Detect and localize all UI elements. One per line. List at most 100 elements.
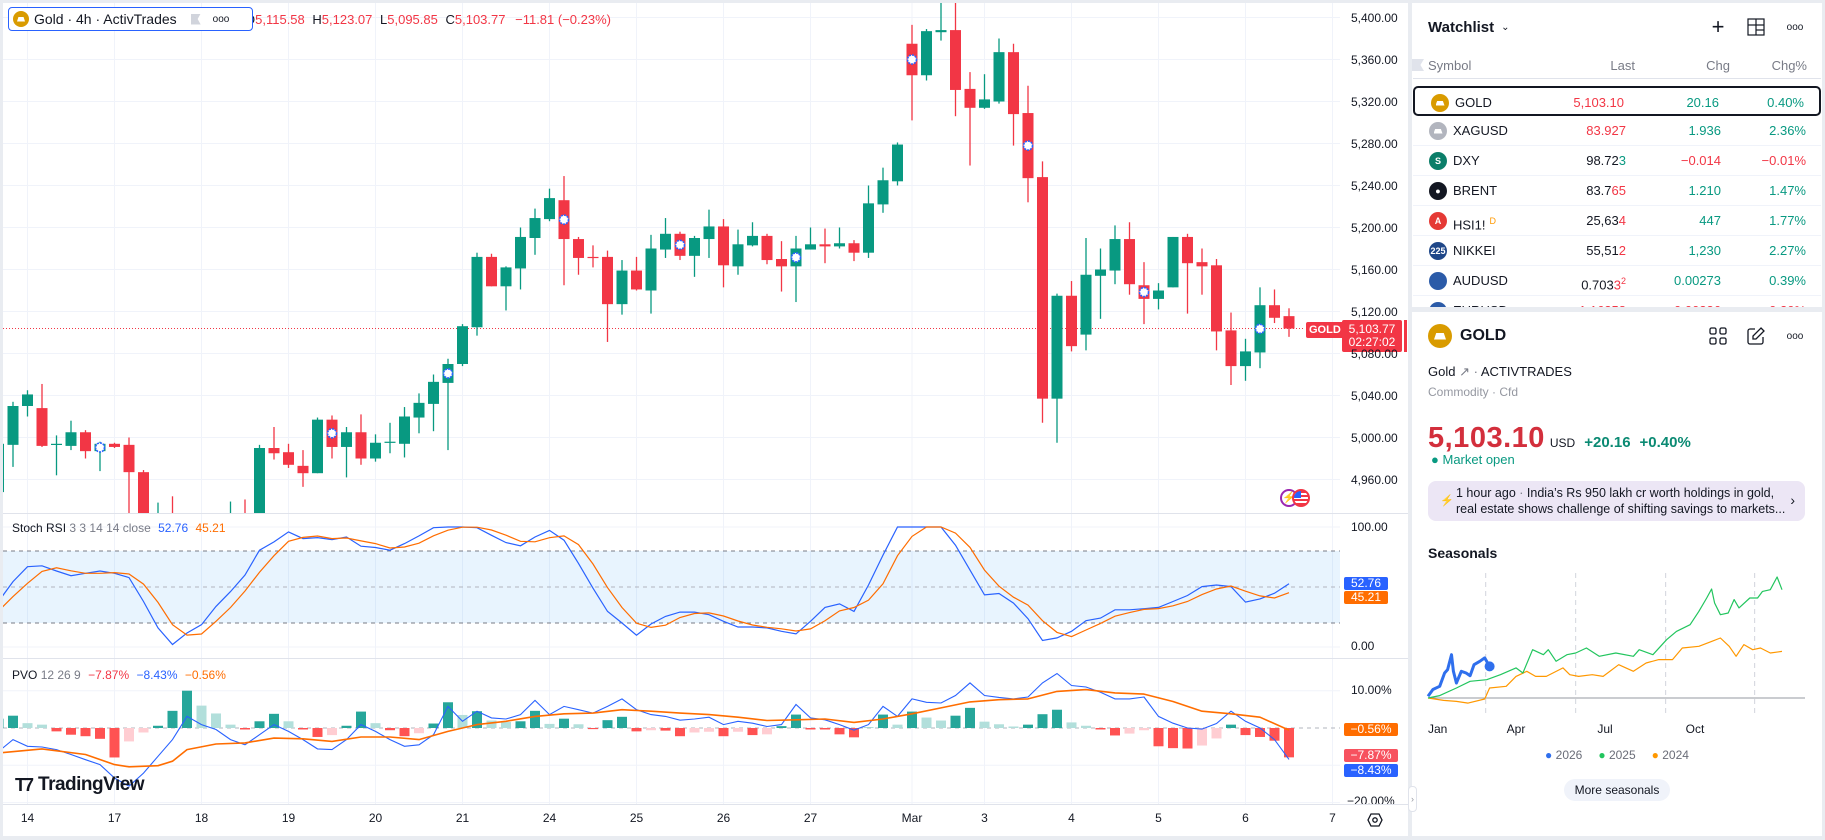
legend-item-2025[interactable]: ● 2025 xyxy=(1598,748,1635,762)
tradingview-logo[interactable]: T7 TradingView xyxy=(15,774,145,796)
symbol-name-link[interactable]: Gold xyxy=(1428,364,1456,379)
candle[interactable] xyxy=(964,72,976,166)
candle[interactable] xyxy=(471,252,483,336)
candle[interactable] xyxy=(616,260,628,315)
candle[interactable] xyxy=(254,444,265,532)
column-header-chg[interactable]: Chg xyxy=(1706,58,1730,73)
candle[interactable] xyxy=(225,501,236,535)
candle[interactable] xyxy=(1124,222,1135,295)
details-symbol[interactable]: GOLD xyxy=(1460,327,1507,344)
candle[interactable] xyxy=(312,417,323,474)
candle[interactable] xyxy=(1196,248,1208,295)
candle[interactable] xyxy=(370,434,381,462)
candle[interactable] xyxy=(399,407,410,458)
more-seasonals-button[interactable]: More seasonals xyxy=(1564,779,1670,801)
external-link-icon[interactable]: ↗ xyxy=(1459,364,1470,379)
collapse-panel-handle[interactable]: › xyxy=(1408,786,1417,812)
more-options-button[interactable]: ooo xyxy=(212,13,230,25)
candle[interactable] xyxy=(950,3,961,117)
candle[interactable] xyxy=(602,250,613,342)
event-marker-icon[interactable] xyxy=(906,54,918,65)
candle[interactable] xyxy=(109,442,120,448)
column-header-chg-pct[interactable]: Chg% xyxy=(1771,58,1807,73)
candle[interactable] xyxy=(732,229,744,275)
candle[interactable] xyxy=(7,401,19,467)
candle[interactable] xyxy=(892,142,903,186)
candle[interactable] xyxy=(819,228,831,264)
advanced-view-button[interactable] xyxy=(1745,16,1767,38)
watchlist-row-brent[interactable]: ● BRENT 83.765 1.210 1.47% xyxy=(1413,176,1821,206)
watchlist-row-hsi1[interactable]: A HSI1! D 25,634 447 1.77% xyxy=(1413,206,1821,236)
news-headline-card[interactable]: ⚡ 1 hour ago · India’s Rs 950 lakh cr wo… xyxy=(1428,481,1805,521)
candle[interactable] xyxy=(457,324,468,367)
candle[interactable] xyxy=(544,188,555,222)
candle[interactable] xyxy=(1066,281,1077,352)
event-marker-icon[interactable] xyxy=(1254,323,1266,335)
column-header-symbol[interactable]: Symbol xyxy=(1428,58,1472,73)
candle[interactable] xyxy=(1051,293,1063,443)
watchlist-row-xagusd[interactable]: XAGUSD 83.927 1.936 2.36% xyxy=(1413,116,1821,146)
candle[interactable] xyxy=(428,374,439,432)
candle[interactable] xyxy=(660,218,671,258)
candle[interactable] xyxy=(1283,308,1295,337)
pvo-legend[interactable]: PVO 12 26 9 −7.87% −8.43% −0.56% xyxy=(12,668,226,682)
flag-icon[interactable] xyxy=(190,13,201,25)
candle[interactable] xyxy=(805,227,816,250)
candle[interactable] xyxy=(979,74,990,109)
candle[interactable] xyxy=(776,241,787,292)
candle[interactable] xyxy=(341,427,352,478)
candle[interactable] xyxy=(51,435,62,476)
candle[interactable] xyxy=(1109,225,1121,285)
legend-item-2026[interactable]: ● 2026 xyxy=(1545,748,1582,762)
symbol-legend[interactable]: Gold · 4h · ActivTrades ooo xyxy=(8,7,253,31)
details-more-button[interactable]: ooo xyxy=(1784,325,1806,347)
candle[interactable] xyxy=(297,450,309,487)
candle[interactable] xyxy=(65,420,77,451)
event-marker-icon[interactable] xyxy=(326,427,338,439)
candle[interactable] xyxy=(558,176,570,286)
edit-note-button[interactable] xyxy=(1745,325,1767,347)
candle[interactable] xyxy=(877,167,889,213)
watchlist-row-nikkei[interactable]: 225 NIKKEI 55,512 1,230 2.27% xyxy=(1413,236,1821,266)
candle[interactable] xyxy=(529,208,541,255)
exchange-name[interactable]: ACTIVTRADES xyxy=(1480,364,1572,379)
watchlist-row-eurusd[interactable]: EURUSD 1.16258 −0.00236 −0.20% xyxy=(1413,296,1821,307)
candle[interactable] xyxy=(22,390,33,417)
seasonals-chart[interactable]: Jan Apr Jul Oct xyxy=(1412,565,1822,740)
candle[interactable] xyxy=(1269,289,1280,324)
candle[interactable] xyxy=(138,470,149,537)
candle[interactable] xyxy=(645,234,657,314)
candle[interactable] xyxy=(703,209,715,258)
us-flag-event-icon[interactable] xyxy=(1292,489,1310,507)
candle[interactable] xyxy=(283,443,294,468)
event-marker-icon[interactable] xyxy=(790,252,802,263)
watchlist-row-audusd[interactable]: AUDUSD 0.70332 0.00273 0.39% xyxy=(1413,266,1821,296)
candle[interactable] xyxy=(3,443,4,493)
candle[interactable] xyxy=(240,499,251,537)
candle[interactable] xyxy=(80,430,91,459)
candle[interactable] xyxy=(153,502,164,548)
candle[interactable] xyxy=(355,414,367,465)
candle[interactable] xyxy=(1037,161,1048,423)
event-marker-icon[interactable] xyxy=(94,442,106,453)
candle[interactable] xyxy=(1182,233,1193,314)
candle[interactable] xyxy=(1080,238,1092,351)
event-marker-icon[interactable] xyxy=(1022,140,1034,151)
candle[interactable] xyxy=(935,3,947,41)
candle[interactable] xyxy=(167,496,178,553)
candle[interactable] xyxy=(761,233,773,265)
candle[interactable] xyxy=(515,227,526,290)
watchlist-row-gold[interactable]: GOLD 5,103.10 20.16 0.40% xyxy=(1413,86,1821,116)
stoch-rsi-legend[interactable]: Stoch RSI 3 3 14 14 close 52.76 45.21 xyxy=(12,521,226,535)
legend-item-2024[interactable]: ● 2024 xyxy=(1652,748,1689,762)
watchlist-title-button[interactable]: Watchlist ⌄ xyxy=(1428,19,1510,36)
candle[interactable] xyxy=(790,235,802,303)
chart-canvas[interactable] xyxy=(3,3,1408,836)
candle[interactable] xyxy=(123,437,135,517)
candle[interactable] xyxy=(921,29,932,81)
candle[interactable] xyxy=(1225,312,1237,385)
add-symbol-button[interactable]: + xyxy=(1707,14,1729,39)
watchlist-more-button[interactable]: ooo xyxy=(1784,16,1806,38)
watchlist-row-dxy[interactable]: S DXY 98.723 −0.014 −0.01% xyxy=(1413,146,1821,176)
candle[interactable] xyxy=(718,219,729,288)
